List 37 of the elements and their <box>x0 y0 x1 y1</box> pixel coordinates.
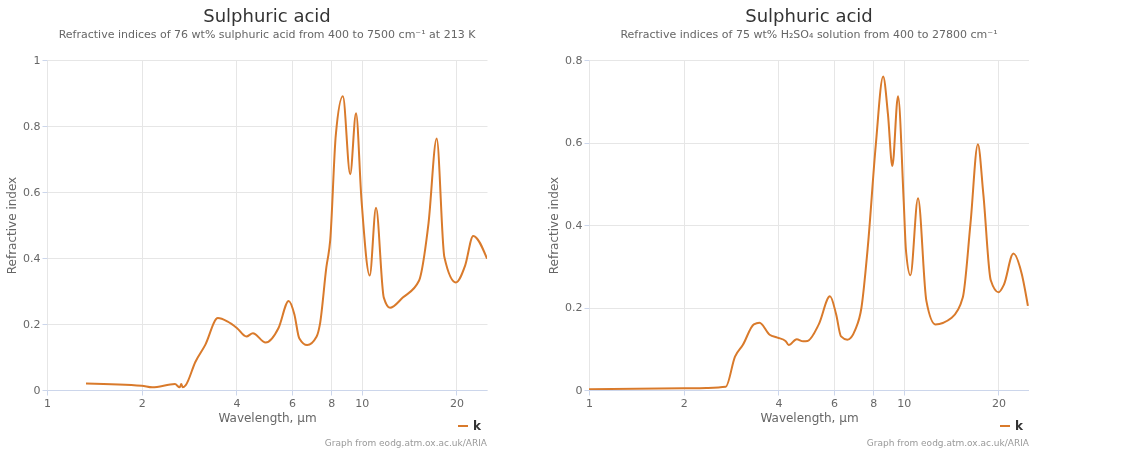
legend-label: k <box>473 419 482 433</box>
y-tick-label: 0.6 <box>23 185 41 199</box>
x-tick-label: 4 <box>233 396 241 410</box>
y-tick-label: 0.8 <box>565 53 583 67</box>
y-tick-label: 0.6 <box>565 136 583 149</box>
y-tick-label: 0 <box>575 383 583 397</box>
x-tick-label: 20 <box>450 396 464 410</box>
y-tick-label: 0.8 <box>23 119 41 133</box>
y-axis-title: Refractive index <box>5 176 20 275</box>
y-tick-label: 1 <box>33 53 41 67</box>
chart-subtitle: Refractive indices of 76 wt% sulphuric acid from 400 to 7500 cm⁻¹ at 213 K <box>58 28 477 41</box>
x-tick-label: 20 <box>992 396 1006 410</box>
x-tick-label: 2 <box>680 396 688 410</box>
x-tick-label: 6 <box>288 396 296 410</box>
legend-label: k <box>1015 419 1024 433</box>
x-axis-title: Wavelength, µm <box>218 410 317 425</box>
x-axis-title: Wavelength, µm <box>760 410 859 425</box>
x-tick-label: 1 <box>586 396 593 410</box>
chart-title: Sulphuric acid <box>745 5 873 26</box>
y-tick-label: 0.4 <box>565 218 583 232</box>
x-tick-label: 10 <box>355 396 370 410</box>
y-axis-title: Refractive index <box>547 176 562 275</box>
text: Graph from eodg.atm.ox.ac.uk/ARIA <box>324 438 488 448</box>
x-tick-label: 6 <box>830 396 838 410</box>
y-tick-label: 0.2 <box>565 301 583 314</box>
x-tick-label: 4 <box>775 396 783 410</box>
x-tick-label: 1 <box>44 396 51 410</box>
x-tick-label: 10 <box>897 396 912 410</box>
text: Graph from eodg.atm.ox.ac.uk/ARIA <box>866 438 1030 448</box>
x-tick-label: 2 <box>138 396 146 410</box>
y-tick-label: 0 <box>33 383 41 397</box>
y-tick-label: 0.4 <box>23 251 41 265</box>
chart-subtitle: Refractive indices of 75 wt% H₂SO₄ solution from 400 to 27800 cm⁻¹ <box>620 28 998 41</box>
x-tick-label: 8 <box>870 396 878 410</box>
y-tick-label: 0.2 <box>23 317 41 331</box>
x-tick-label: 8 <box>328 396 336 410</box>
chart-title: Sulphuric acid <box>203 5 331 26</box>
